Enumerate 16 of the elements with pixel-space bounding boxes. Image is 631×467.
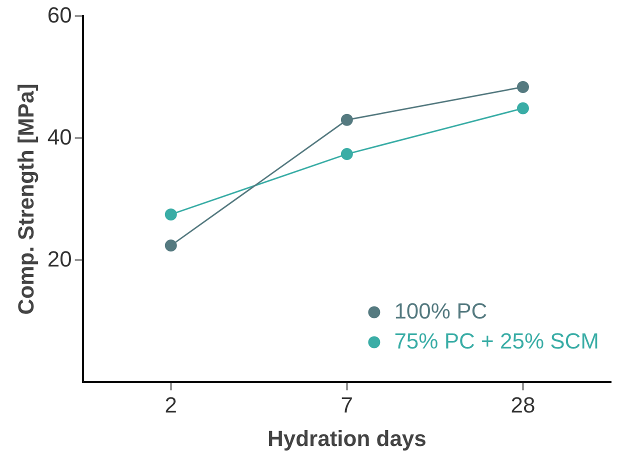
point — [164, 208, 177, 220]
legend-label: 75% PC + 25% SCM — [394, 328, 599, 354]
point — [164, 240, 177, 252]
y-axis-title: Comp. Strength [MPa] — [13, 84, 38, 315]
x-tick-label: 28 — [510, 392, 536, 418]
x-tick-label: 2 — [164, 392, 178, 418]
point — [516, 102, 529, 114]
y-tick-label: 40 — [47, 124, 72, 150]
legend-label: 100% PC — [394, 298, 488, 324]
point — [516, 80, 529, 93]
point — [340, 114, 353, 126]
x-axis-title: Hydration days — [267, 426, 426, 451]
point — [340, 148, 353, 160]
y-tick-label: 60 — [47, 2, 72, 28]
y-tick-label: 20 — [47, 246, 72, 272]
x-tick-label: 7 — [340, 392, 354, 418]
